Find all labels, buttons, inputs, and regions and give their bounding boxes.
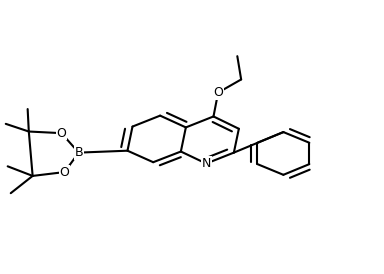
Text: N: N (202, 157, 211, 170)
Text: O: O (60, 165, 70, 179)
Text: O: O (213, 86, 223, 99)
Text: O: O (56, 127, 66, 140)
Text: B: B (74, 146, 83, 159)
